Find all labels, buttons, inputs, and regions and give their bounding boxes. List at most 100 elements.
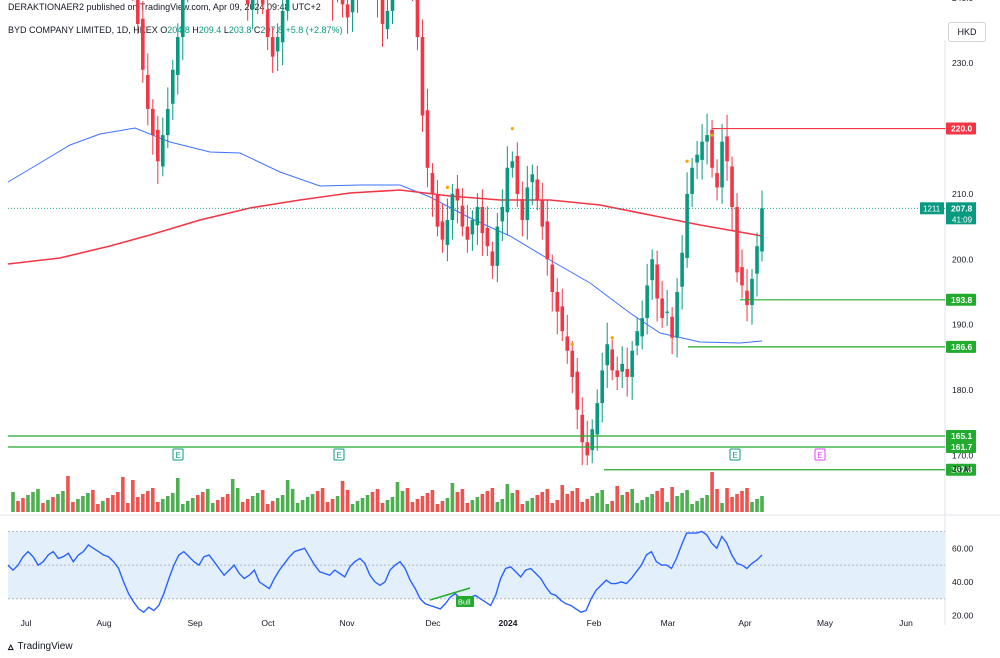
volume-bar [275,498,280,512]
candle-body [275,37,280,52]
volume-bar [545,489,550,512]
last-price-label: 207.8 [951,203,973,213]
volume-bar [111,495,115,512]
candle-body [540,200,545,227]
candle-body [670,316,674,338]
candle-body [680,252,684,287]
tradingview-logo-icon: ▵ [8,641,14,653]
volume-tick-label: 20 M [952,464,971,474]
volume-bar [625,492,629,512]
pivot-marker [710,133,714,137]
volume-bar [240,502,245,512]
volume-bar [750,502,754,512]
volume-bar [435,504,440,512]
candle-body [136,0,140,24]
candle-body [750,278,754,306]
candle-body [285,0,290,11]
volume-bar [76,499,80,512]
earnings-marker-label: E [337,451,342,460]
volume-bar [660,488,664,512]
pivot-marker [510,126,514,131]
volume-bar [555,500,560,512]
candle-body [180,0,185,38]
candle-body [515,156,520,194]
candle-body [525,187,530,221]
price-tick-label: 240.0 [952,0,974,3]
candle-body [500,206,505,222]
candle-body [560,306,565,332]
volume-bar [655,491,659,512]
volume-bar [640,500,644,512]
volume-bar [51,497,55,512]
candle-body [610,349,614,371]
candle-body [640,318,644,337]
volume-bar [615,486,619,512]
candle-body [475,206,480,226]
x-axis-tick-label: Oct [261,618,275,628]
volume-bar [300,500,305,512]
volume-bar [430,490,435,512]
currency-selector[interactable]: HKD [948,22,986,42]
volume-bar [16,501,20,512]
volume-bar [590,496,595,512]
earnings-marker-label: E [733,451,738,460]
support-badge [946,463,976,476]
candle-body [450,193,455,221]
volume-bar [560,485,565,512]
candle-body [760,208,764,252]
earnings-marker-label: E [176,451,181,460]
candle-body [625,369,629,377]
rsi-line [7,530,763,614]
volume-bar [136,497,140,512]
earnings-marker [814,448,826,461]
pivot-marker [570,342,574,346]
symbol-name[interactable]: BYD COMPANY LIMITED, 1D, HKEX [8,25,158,35]
bull-badge [456,596,474,607]
volume-bar [720,503,724,512]
ma-long-line [7,189,763,265]
volume-bar [146,491,150,512]
volume-bar [450,483,455,512]
candle-body [650,259,654,281]
candle-body [550,264,555,292]
candle-body [440,221,445,240]
candle-body [660,298,664,319]
countdown-label: 41:09 [952,215,973,224]
support-label: 167.8 [951,465,973,475]
candle-body [665,311,669,313]
volume-bar [375,489,380,512]
volume-bar [265,504,270,512]
volume-bar [315,491,320,512]
volume-bar [141,494,145,512]
volume-bar [345,490,350,512]
volume-bar [71,502,75,512]
support-label: 186.6 [951,342,973,352]
volume-bar [675,496,679,512]
x-axis-tick-label: Jun [899,618,913,628]
volume-bar [290,489,295,512]
volume-bar [760,496,764,512]
candle-body [280,10,285,43]
close-label: C [253,25,261,35]
volume-bar [380,503,385,512]
volume-bar [161,499,165,512]
candle-body [350,0,355,13]
candle-body [715,173,719,188]
last-price-symbol-label: 1211 [923,204,941,213]
candle-body [510,161,515,168]
volume-bar [415,499,420,512]
volume-bar [735,494,739,512]
last-price-badge [946,202,976,225]
volume-bar [400,491,405,512]
candle-body [490,251,495,266]
volume-bar [250,496,255,512]
candle-body [685,193,689,258]
low-label: L [223,25,229,35]
volume-bar [610,501,614,512]
volume-bar [106,498,110,512]
x-axis-tick-label: Sep [187,618,202,628]
volume-bar [705,495,709,512]
candle-body [575,371,580,410]
volume-bar [695,501,699,512]
